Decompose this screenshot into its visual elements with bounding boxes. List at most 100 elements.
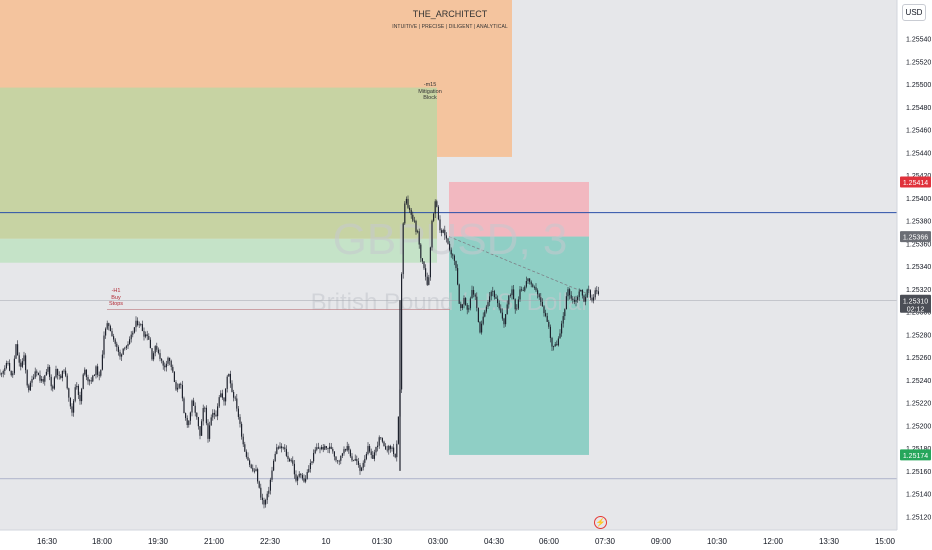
candle-body bbox=[537, 290, 539, 295]
candle-body bbox=[325, 446, 327, 448]
candle-body bbox=[15, 344, 17, 359]
candle-body bbox=[343, 449, 345, 454]
candle-body bbox=[460, 303, 462, 309]
candle-body bbox=[482, 316, 484, 324]
candle-body bbox=[581, 289, 583, 296]
candle-body bbox=[370, 451, 372, 455]
candle-body bbox=[567, 289, 569, 297]
candle-body bbox=[95, 366, 97, 376]
candle-body bbox=[479, 322, 481, 333]
candle-body bbox=[466, 304, 468, 310]
candle-body bbox=[369, 446, 371, 452]
candle-body bbox=[193, 400, 195, 406]
candle-body bbox=[362, 462, 364, 468]
candle-body bbox=[485, 306, 487, 312]
candle-body bbox=[205, 407, 207, 424]
candle-body bbox=[209, 425, 211, 439]
candle-body bbox=[516, 308, 518, 310]
candle-body bbox=[42, 379, 44, 382]
current-price-label-bg bbox=[900, 294, 931, 313]
candle-body bbox=[311, 461, 313, 463]
candle-body bbox=[130, 334, 132, 340]
time-tick-label: 18:00 bbox=[92, 537, 113, 546]
time-tick-label: 06:00 bbox=[539, 537, 560, 546]
candle-body bbox=[271, 470, 273, 480]
time-tick-label: 21:00 bbox=[204, 537, 225, 546]
candle-body bbox=[122, 348, 124, 355]
candle-body bbox=[586, 289, 588, 298]
candle-body bbox=[335, 456, 337, 461]
price-tick-label: 1.25140 bbox=[906, 492, 931, 499]
candle-body bbox=[444, 229, 446, 236]
candle-body bbox=[442, 229, 444, 233]
candle-body bbox=[212, 412, 214, 418]
candle-body bbox=[306, 472, 308, 479]
take-profit-box bbox=[449, 236, 589, 455]
candle-body bbox=[346, 446, 348, 451]
candle-body bbox=[490, 291, 492, 297]
flash-icon[interactable]: ⚡ bbox=[594, 516, 607, 529]
candle-body bbox=[284, 447, 286, 450]
candle-body bbox=[476, 296, 478, 308]
candle-body bbox=[173, 371, 175, 383]
candle-body bbox=[487, 302, 489, 307]
candle-body bbox=[553, 346, 555, 348]
candle-body bbox=[431, 220, 433, 248]
candle-body bbox=[25, 355, 27, 371]
time-tick-label: 07:30 bbox=[595, 537, 616, 546]
watermark-symbol: GBPUSD, 3 bbox=[333, 215, 568, 264]
candle-body bbox=[65, 370, 67, 376]
price-tick-label: 1.25220 bbox=[906, 401, 931, 408]
candle-body bbox=[381, 438, 383, 442]
candle-body bbox=[228, 373, 230, 377]
candle-body bbox=[367, 446, 369, 454]
candle-body bbox=[93, 375, 95, 376]
candle-body bbox=[397, 416, 399, 444]
candle-body bbox=[87, 377, 89, 382]
candle-body bbox=[501, 312, 503, 319]
candle-body bbox=[580, 289, 582, 292]
candle-body bbox=[303, 478, 305, 482]
candle-body bbox=[410, 209, 412, 215]
candle-body bbox=[412, 214, 414, 221]
candle-body bbox=[196, 412, 198, 418]
candle-body bbox=[426, 276, 428, 285]
candle-body bbox=[4, 368, 6, 372]
demand-zone-box bbox=[0, 238, 437, 263]
candle-body bbox=[394, 454, 396, 458]
candle-body bbox=[135, 320, 137, 328]
candle-body bbox=[439, 219, 441, 231]
candle-body bbox=[445, 235, 447, 239]
candle-body bbox=[527, 278, 529, 282]
candle-body bbox=[98, 374, 100, 376]
candle-body bbox=[317, 447, 319, 449]
candle-body bbox=[585, 297, 587, 302]
candle-body bbox=[457, 268, 459, 285]
candle-body bbox=[34, 371, 36, 378]
currency-button[interactable]: USD bbox=[902, 4, 926, 21]
candle-body bbox=[533, 286, 535, 288]
candle-body bbox=[469, 298, 471, 309]
candle-body bbox=[420, 244, 422, 259]
candle-body bbox=[565, 296, 567, 310]
time-tick-label: 01:30 bbox=[372, 537, 393, 546]
candle-body bbox=[569, 289, 571, 296]
candle-body bbox=[17, 344, 19, 356]
time-tick-label: 19:30 bbox=[148, 537, 169, 546]
candle-body bbox=[492, 291, 494, 293]
candle-body bbox=[100, 369, 102, 376]
candle-body bbox=[364, 458, 366, 463]
brand-title: THE_ARCHITECT bbox=[412, 9, 488, 19]
candle-body bbox=[436, 201, 438, 207]
candle-body bbox=[77, 385, 79, 395]
candle-body bbox=[305, 478, 307, 482]
candle-body bbox=[473, 290, 475, 295]
candle-body bbox=[557, 338, 559, 346]
candle-body bbox=[218, 397, 220, 407]
target-price-label-bg bbox=[900, 449, 931, 461]
candle-body bbox=[474, 294, 476, 297]
candle-body bbox=[204, 407, 206, 409]
candle-body bbox=[535, 287, 537, 291]
candle-body bbox=[530, 281, 532, 285]
